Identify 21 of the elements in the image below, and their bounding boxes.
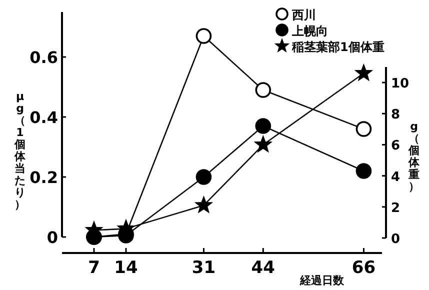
y-tick-label: 0 bbox=[46, 228, 58, 247]
y-tick-label: 0.2 bbox=[30, 168, 58, 187]
y2-tick-label: 4 bbox=[391, 170, 400, 185]
x-tick-label: 44 bbox=[251, 258, 276, 278]
y-tick-label: 0.6 bbox=[30, 48, 58, 67]
x-tick-label: 7 bbox=[88, 258, 100, 278]
y2-axis-title: g（個体重） bbox=[408, 120, 420, 193]
y2-tick-label: 10 bbox=[391, 76, 410, 92]
legend-label: 稲茎葉部1個体重 bbox=[291, 40, 384, 54]
y2-tick-label: 6 bbox=[391, 138, 400, 154]
y-tick-label: 0.4 bbox=[30, 108, 58, 127]
x-tick-label: 66 bbox=[352, 258, 376, 278]
y-axis-title: μg（1個体当たり） bbox=[14, 90, 26, 211]
x-tick-label: 14 bbox=[114, 258, 138, 278]
y2-tick-label: 8 bbox=[391, 108, 400, 123]
legend-label: 西川 bbox=[291, 8, 316, 22]
y2-tick-label: 0 bbox=[391, 232, 400, 247]
y2-tick-label: 2 bbox=[391, 200, 400, 216]
legend-label: 上幌向 bbox=[291, 24, 328, 38]
x-tick-label: 31 bbox=[192, 258, 216, 278]
x-axis-title: 経過日数 bbox=[299, 274, 345, 287]
